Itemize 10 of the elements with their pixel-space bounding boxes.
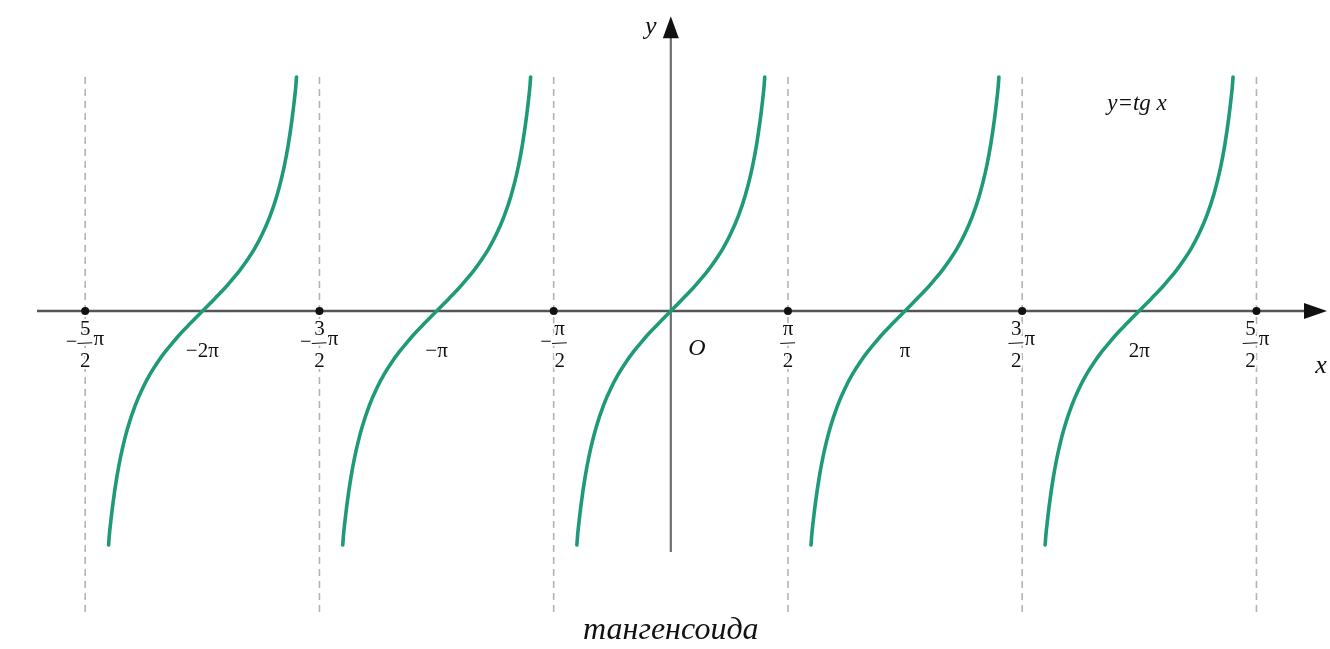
- annotation: O: [688, 334, 706, 360]
- x-tick-label: −π: [425, 338, 449, 362]
- y-axis-title: y: [642, 11, 658, 41]
- text: тангенсоида: [583, 610, 759, 646]
- x-tick-label: π: [899, 338, 911, 362]
- x-tick-label: −2π: [185, 338, 220, 362]
- x-tick-label: π/2: [775, 316, 801, 372]
- x-tick-label: 2π: [1128, 338, 1151, 362]
- x-axis-title: x: [1314, 350, 1328, 379]
- annotation: y=tg x: [1105, 89, 1168, 115]
